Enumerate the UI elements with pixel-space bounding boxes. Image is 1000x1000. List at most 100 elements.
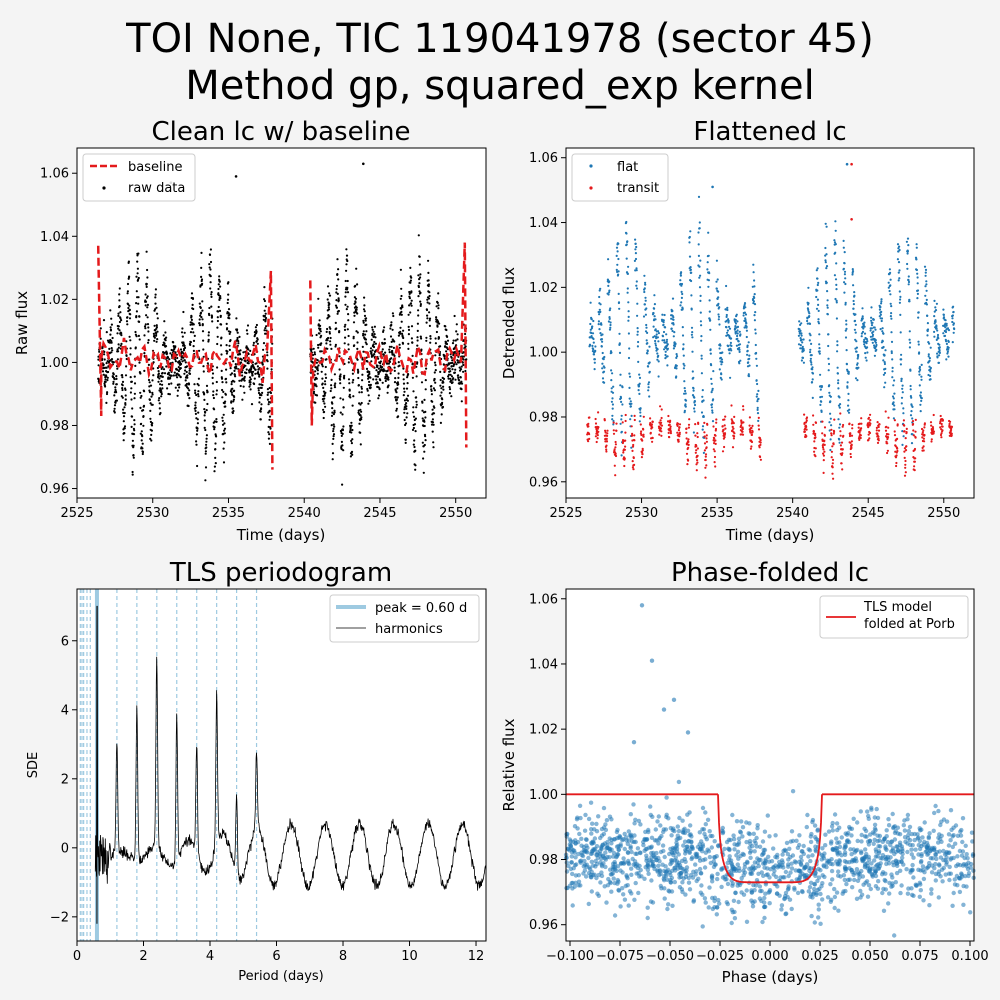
flat-point xyxy=(681,334,685,337)
flat-point xyxy=(811,372,815,375)
flat-point xyxy=(896,243,900,246)
flat-point xyxy=(745,329,749,332)
flat-point xyxy=(619,384,622,387)
raw-data-point xyxy=(416,339,419,342)
flat-point xyxy=(918,384,921,387)
raw-data-point xyxy=(460,380,463,383)
flat-point xyxy=(945,342,949,345)
transit-point xyxy=(667,414,670,418)
raw-data-point xyxy=(394,377,397,380)
raw-data-point xyxy=(191,303,194,306)
flat-point xyxy=(827,357,830,360)
raw-data-point xyxy=(318,332,321,335)
flat-point xyxy=(680,282,684,286)
raw-data-point xyxy=(159,411,162,415)
raw-data-point xyxy=(255,330,258,333)
flat-point xyxy=(929,374,932,377)
transit-point xyxy=(604,429,607,432)
raw-data-point xyxy=(383,326,386,329)
raw-data-point xyxy=(148,398,151,401)
raw-data-point xyxy=(133,397,136,400)
raw-data-point xyxy=(355,267,358,270)
raw-data-point xyxy=(409,302,413,305)
raw-data-point xyxy=(396,396,399,399)
flat-point xyxy=(890,305,893,308)
flat-point xyxy=(934,306,937,309)
raw-data-point xyxy=(185,370,188,374)
flat-point xyxy=(709,348,712,351)
flat-point xyxy=(838,438,841,441)
flat-point xyxy=(908,300,911,303)
raw-data-point xyxy=(204,428,207,432)
raw-data-point xyxy=(403,390,406,393)
raw-data-point xyxy=(144,293,147,296)
phase-point xyxy=(604,900,609,905)
raw-data-point xyxy=(453,371,456,374)
raw-data-point xyxy=(157,380,160,383)
phase-point xyxy=(636,818,642,824)
raw-data-point xyxy=(445,328,448,332)
flat-point xyxy=(884,367,887,370)
raw-data-point xyxy=(266,351,269,354)
flat-point xyxy=(592,341,595,344)
transit-point xyxy=(814,436,817,439)
flat-point xyxy=(916,272,919,275)
raw-data-point xyxy=(361,345,364,348)
flat-point xyxy=(916,297,919,300)
transit-point xyxy=(714,427,718,431)
raw-data-point xyxy=(254,326,257,329)
flat-point xyxy=(636,302,639,305)
raw-data-point xyxy=(313,351,316,354)
raw-data-point xyxy=(195,443,198,446)
flat-point xyxy=(824,246,827,250)
raw-data-point xyxy=(216,342,219,346)
transit-point xyxy=(624,445,627,448)
flat-point xyxy=(942,332,945,335)
raw-data-point xyxy=(183,372,186,375)
transit-point xyxy=(597,426,600,429)
flat-point xyxy=(748,364,751,367)
y-tick-label: 1.06 xyxy=(529,151,558,166)
raw-data-point xyxy=(377,397,380,400)
figure-title-line1: TOI None, TIC 119041978 (sector 45) xyxy=(125,16,874,62)
raw-data-point xyxy=(202,348,205,351)
raw-data-point xyxy=(406,412,409,415)
raw-data-point xyxy=(404,423,407,427)
flat-point xyxy=(889,284,892,287)
flat-point xyxy=(945,358,948,361)
flat-point xyxy=(610,387,613,390)
raw-data-point xyxy=(232,400,235,403)
raw-data-point xyxy=(117,314,120,317)
raw-data-point xyxy=(427,297,431,300)
flat-point xyxy=(815,295,818,299)
raw-data-point xyxy=(109,326,112,329)
phase-point xyxy=(662,854,667,860)
flat-point xyxy=(893,408,896,411)
raw-data-point xyxy=(203,426,206,429)
raw-data-point xyxy=(261,384,264,387)
raw-data-point xyxy=(383,338,386,341)
raw-data-point xyxy=(333,373,336,376)
flat-point xyxy=(699,299,702,302)
raw-data-point xyxy=(354,284,357,287)
flat-point xyxy=(879,328,882,331)
phase-point xyxy=(960,839,965,845)
transit-point xyxy=(950,432,953,435)
flat-point xyxy=(757,397,760,400)
phase-point xyxy=(911,875,916,880)
flat-point xyxy=(896,258,900,261)
flat-point xyxy=(817,309,820,312)
flat-point xyxy=(756,408,759,411)
raw-data-point xyxy=(129,391,132,394)
raw-data-point xyxy=(342,398,345,401)
raw-data-point xyxy=(148,385,151,388)
raw-data-point xyxy=(398,364,401,367)
transit-point xyxy=(859,436,862,440)
raw-data-point xyxy=(366,387,369,391)
raw-data-point xyxy=(338,368,341,371)
raw-data-point xyxy=(396,387,399,390)
flat-point xyxy=(810,381,814,384)
flat-point xyxy=(600,338,604,341)
raw-data-point xyxy=(172,350,175,353)
raw-data-point xyxy=(333,384,336,387)
